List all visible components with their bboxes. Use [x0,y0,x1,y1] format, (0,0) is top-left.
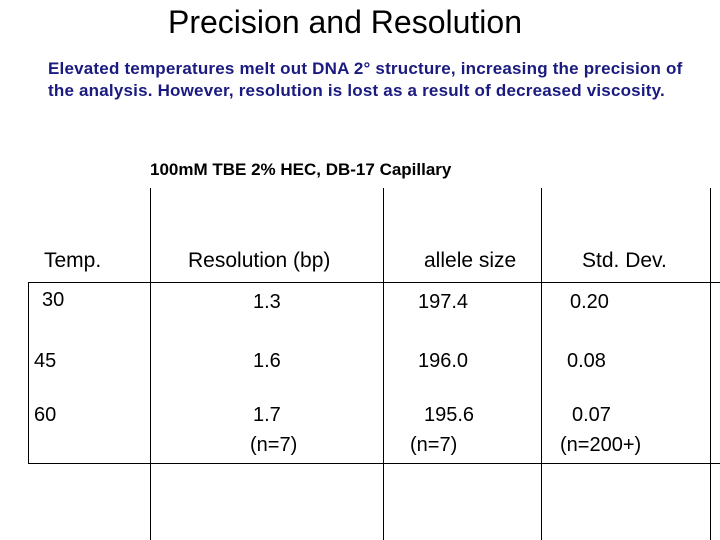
header-allele-size: allele size [424,249,517,272]
table-cell-resolution: 1.3 [253,291,281,313]
table-cell-temp: 45 [34,350,57,372]
table-cell-allele-size-n: (n=7) [410,434,458,456]
table-cell-resolution-n: (n=7) [250,434,298,456]
table-cell-allele-size: 195.6 [424,404,475,426]
table-border [28,463,720,464]
table-divider [150,188,151,540]
table-subtitle: 100mM TBE 2% HEC, DB-17 Capillary [150,160,452,179]
header-std-dev: Std. Dev. [582,249,667,272]
table-cell-resolution: 1.7 [253,404,281,426]
table-cell-std-dev-n: (n=200+) [560,434,642,456]
table-cell-std-dev: 0.08 [567,350,606,372]
table-cell-std-dev: 0.07 [572,404,611,426]
table-cell-resolution: 1.6 [253,350,281,372]
table-cell-std-dev: 0.20 [570,291,609,313]
table-divider [383,188,384,540]
table-cell-allele-size: 196.0 [418,350,469,372]
table-border [28,282,29,464]
table-cell-allele-size: 197.4 [418,291,469,313]
table-divider [541,188,542,540]
table-divider [710,188,711,540]
table-border [28,282,720,283]
slide-description: Elevated temperatures melt out DNA 2° st… [48,59,683,100]
table-cell-temp: 30 [42,289,65,311]
header-resolution: Resolution (bp) [188,249,331,272]
table-cell-temp: 60 [34,404,57,426]
slide-title: Precision and Resolution [168,4,522,40]
header-temp: Temp. [44,249,102,272]
